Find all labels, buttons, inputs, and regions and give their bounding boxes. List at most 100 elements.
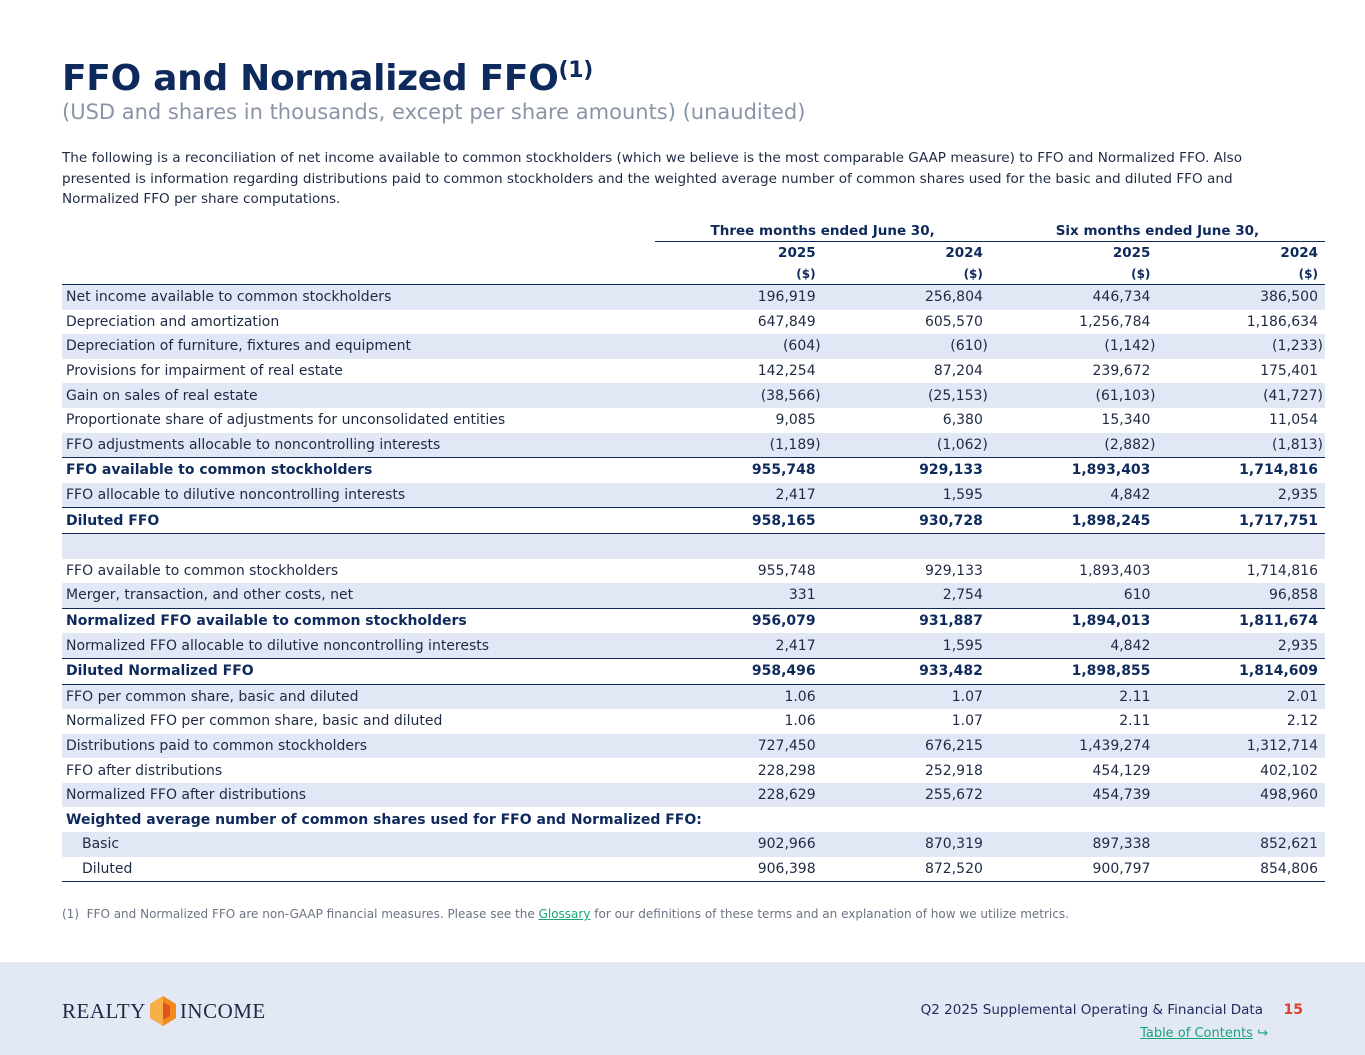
cell-value: 1,714,816	[1246, 562, 1318, 579]
row-label: Normalized FFO allocable to dilutive non…	[62, 633, 656, 659]
cell-value: 1,595	[822, 633, 990, 659]
footnote: (1) FFO and Normalized FFO are non-GAAP …	[62, 907, 1069, 921]
cell-value: 2.11	[989, 684, 1158, 710]
cell-value: 902,966	[655, 832, 823, 857]
cell-value: 906,398	[655, 856, 823, 883]
group-header: Three months ended June 30,	[655, 220, 990, 242]
cell-value: 1,894,013	[989, 607, 1158, 634]
row-label: Diluted	[62, 856, 656, 883]
cell-value: 1,186,634	[1246, 313, 1318, 330]
cell-value: 854,806	[1157, 856, 1325, 883]
ffo-table: Three months ended June 30, Six months e…	[62, 220, 1325, 883]
cell-value: 605,570	[924, 313, 983, 330]
cell-value: 454,739	[989, 782, 1158, 808]
cell-value: 454,129	[1092, 762, 1151, 779]
row-label: Normalized FFO per common share, basic a…	[66, 713, 443, 730]
cell-value: 956,079	[655, 607, 823, 634]
intro: The following is a reconciliation of net…	[62, 150, 1243, 207]
cell-value: 2,417	[655, 482, 823, 508]
cell-value: 239,672	[1092, 363, 1151, 380]
table-row: Depreciation of furniture, fixtures and …	[62, 334, 1325, 359]
cell-value: (1,233)	[1157, 334, 1325, 359]
row-label: Gain on sales of real estate	[62, 383, 656, 408]
cell-value: 900,797	[989, 856, 1158, 883]
cell-value: 331	[655, 583, 823, 609]
cell-value: 931,887	[822, 607, 990, 634]
cell-value: 1,312,714	[1157, 733, 1325, 759]
cell-value: 87,204	[933, 363, 983, 380]
table-row: Depreciation and amortization 647,849 605,…	[62, 310, 1325, 335]
row-label: Diluted FFO	[62, 507, 656, 534]
cell-value: 446,734	[989, 284, 1158, 310]
cell-value: 2,417	[655, 633, 823, 659]
table-row: Distributions paid to common stockholder…	[62, 733, 1325, 759]
unit-header: ($)	[989, 263, 1158, 285]
year-header: 2024	[945, 244, 983, 261]
cell-value: 1.06	[784, 713, 816, 730]
cell-value: 610	[989, 583, 1158, 609]
cell-value: (1,813)	[1157, 432, 1325, 458]
table-row: FFO available to common stockholders 955,…	[62, 457, 1325, 483]
cell-value: (610)	[822, 334, 990, 359]
table-row: FFO adjustments allocable to noncontroll…	[62, 432, 1325, 458]
row-label: Normalized FFO after distributions	[62, 782, 656, 808]
blank	[62, 220, 655, 242]
glossary-link[interactable]: Glossary	[538, 907, 591, 921]
title: FFO and Normalized FFO(1)	[62, 58, 593, 99]
blank	[62, 242, 655, 264]
cell-value: 1,893,403	[989, 457, 1158, 483]
spacer-cell	[62, 533, 1325, 559]
cell-value: 255,672	[822, 782, 990, 808]
table-row: Diluted FFO 958,165 930,728 1,898,245 1,717,…	[62, 507, 1325, 534]
row-label: Provisions for impairment of real estate	[66, 363, 343, 380]
row-label: Normalized FFO available to common stock…	[62, 607, 656, 634]
cell-value: 955,748	[757, 562, 816, 579]
cell-value: 4,842	[989, 482, 1158, 508]
row-label: FFO available to common stockholders	[66, 562, 339, 579]
group-header: Six months ended June 30,	[989, 220, 1325, 242]
cell-value: (38,566)	[655, 383, 823, 408]
table-row: Normalized FFO per common share, basic a…	[62, 709, 1325, 734]
cell-value: 958,496	[655, 657, 823, 685]
cell-value: 955,748	[655, 457, 823, 483]
footnote-text: FFO and Normalized FFO are non-GAAP fina…	[86, 907, 535, 921]
group-header-row: Three months ended June 30, Six months e…	[62, 220, 1325, 242]
table-row: FFO allocable to dilutive noncontrolling…	[62, 482, 1325, 508]
cell-value: 897,338	[989, 832, 1158, 857]
cell-value: 9,085	[775, 412, 816, 429]
table-row: FFO available to common stockholders 955,…	[62, 559, 1325, 584]
cell-value: 142,254	[757, 363, 816, 380]
table-body: Net income available to common stockhold…	[62, 284, 1325, 883]
row-label: Distributions paid to common stockholder…	[62, 733, 656, 759]
row-label: FFO adjustments allocable to noncontroll…	[62, 432, 656, 458]
report-name: Q2 2025 Supplemental Operating & Financi…	[920, 1002, 1263, 1018]
row-label: Proportionate share of adjustments for u…	[66, 412, 506, 429]
cell-value: 1,714,816	[1157, 457, 1325, 483]
cell-value: 2.11	[1119, 713, 1151, 730]
table-row: Net income available to common stockhold…	[62, 284, 1325, 310]
cell-value: (604)	[655, 334, 823, 359]
row-label: Depreciation of furniture, fixtures and …	[62, 334, 656, 359]
cell-value: 196,919	[655, 284, 823, 310]
cell-value: 1.07	[822, 684, 990, 710]
table-row: Normalized FFO allocable to dilutive non…	[62, 633, 1325, 659]
cell-value: 2.01	[1157, 684, 1325, 710]
toc-link[interactable]: Table of Contents	[1140, 1026, 1253, 1041]
year-header: 2025	[778, 244, 816, 261]
cell-value: 2.12	[1286, 713, 1318, 730]
cell-value: (1,189)	[655, 432, 823, 458]
cell-value: 933,482	[822, 657, 990, 685]
title-text: FFO and Normalized FFO	[62, 58, 559, 99]
row-label: Merger, transaction, and other costs, ne…	[62, 583, 656, 609]
cell-value: (1,062)	[822, 432, 990, 458]
table-row: Diluted Normalized FFO 958,496 933,482 1,89…	[62, 657, 1325, 685]
footnote-marker: (1)	[62, 907, 79, 921]
cell-value: 2,935	[1157, 633, 1325, 659]
unit-row: ($) ($) ($) ($)	[62, 263, 1325, 285]
cell-value: 929,133	[924, 562, 983, 579]
cell-value: 1,811,674	[1157, 607, 1325, 634]
cell-value: (41,727)	[1157, 383, 1325, 408]
cell-value: 930,728	[822, 507, 990, 534]
cell-value: 1.07	[951, 713, 983, 730]
